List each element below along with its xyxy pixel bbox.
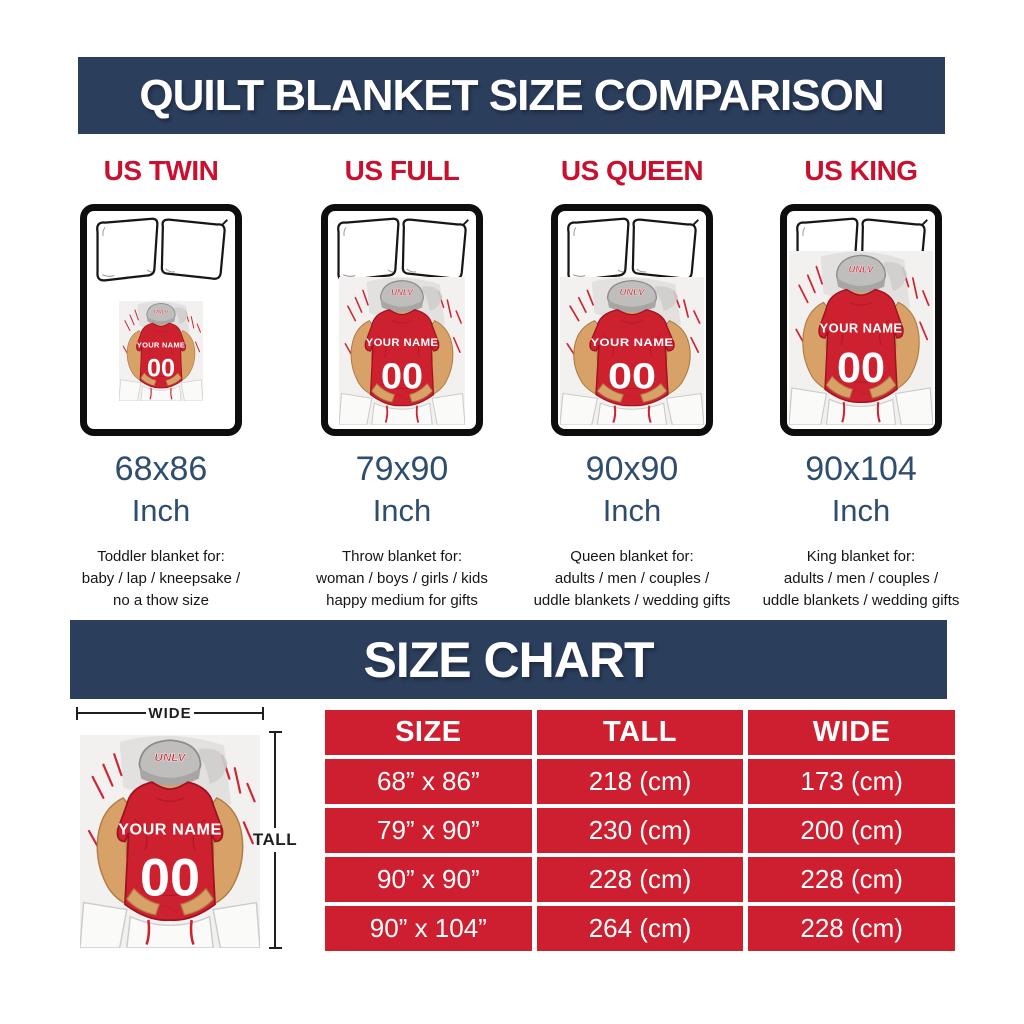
measure-tick [268,731,282,733]
size-unit: Inch [831,493,891,528]
size-dimensions: 90x90 [585,450,679,488]
measure-line [78,712,147,714]
table-cell: 200 (cm) [748,808,955,853]
table-cell: 90” x 104” [325,906,532,951]
size-description: Queen blanket for: adults / men / couple… [534,546,731,611]
table-header-wide: WIDE [748,710,955,755]
measure-tick [262,706,265,720]
measure-line [193,712,263,714]
size-dimensions: 79x90 [355,450,449,488]
table-cell: 228 (cm) [748,906,955,951]
table-header-size: SIZE [325,710,532,755]
table-cell: 90” x 90” [325,857,532,902]
size-column-queen: US QUEEN 90x90 Inch Queen blanket for: a… [507,155,757,611]
size-column-full: US FULL 79x90 Inch Throw blanket for: wo… [277,155,527,611]
pillows-illustration [567,217,700,282]
tall-measure-line: TALL [252,731,298,949]
description-line: Queen blanket for: [570,548,694,565]
bed-illustration [780,204,942,436]
size-column-label: US TWIN [103,155,219,186]
measure-tick [76,706,78,720]
size-chart-table: SIZE TALL WIDE 68” x 86” 218 (cm) 173 (c… [325,710,955,951]
size-description: Throw blanket for: woman / boys / girls … [316,546,488,611]
description-line: woman / boys / girls / kids [316,569,488,587]
description-line: no a thow size [113,591,209,609]
size-column-label: US KING [804,155,918,186]
measure-line [274,733,276,828]
size-unit: Inch [602,493,662,528]
size-dimensions: 68x86 [114,450,208,488]
bed-illustration [321,204,483,436]
table-cell: 264 (cm) [536,906,744,951]
table-cell: 68” x 86” [325,759,532,804]
size-chart-banner: SIZE CHART [70,620,947,699]
jersey-illustration [789,251,933,425]
size-description: Toddler blanket for: baby / lap / kneeps… [82,546,240,611]
header-banner: QUILT BLANKET SIZE COMPARISON [78,57,945,134]
page-title: QUILT BLANKET SIZE COMPARISON [139,70,884,120]
size-column-king: US KING 90x104 Inch King blanket for: ad… [736,155,986,611]
measure-line [274,852,276,947]
measure-tick [268,947,282,949]
bed-illustration [80,204,242,436]
size-column-twin: US TWIN 68x86 Inch Toddler blanket for: … [36,155,286,611]
table-cell: 173 (cm) [748,759,955,804]
description-line: adults / men / couples / [783,569,939,587]
pillows-illustration [96,217,229,282]
table-cell: 228 (cm) [748,857,955,902]
description-line: Throw blanket for: [341,548,463,565]
jersey-illustration-large [80,735,260,948]
description-line: happy medium for gifts [326,591,478,609]
pillows-illustration [337,217,470,282]
size-chart-title: SIZE CHART [363,631,655,688]
table-cell: 228 (cm) [536,857,744,902]
size-column-label: US FULL [344,155,460,186]
size-column-label: US QUEEN [560,155,704,186]
wide-measure-line: WIDE [76,704,265,722]
jersey-illustration [339,277,465,425]
table-cell: 230 (cm) [536,808,744,853]
jersey-illustration [119,301,203,401]
size-unit: Inch [372,493,432,528]
size-unit: Inch [131,493,191,528]
wide-label: WIDE [148,704,192,722]
table-cell: 218 (cm) [536,759,744,804]
size-description: King blanket for: adults / men / couples… [763,546,960,611]
tall-label: TALL [252,830,298,849]
table-cell: 79” x 90” [325,808,532,853]
description-line: uddle blankets / wedding gifts [762,591,960,609]
description-line: uddle blankets / wedding gifts [533,591,731,609]
description-line: Toddler blanket for: [97,548,225,565]
jersey-illustration [560,277,704,425]
size-dimensions: 90x104 [805,450,917,488]
description-line: adults / men / couples / [554,569,710,587]
description-line: baby / lap / kneepsake / [81,569,241,587]
table-header-tall: TALL [536,710,744,755]
description-line: King blanket for: [806,548,916,565]
bed-illustration [551,204,713,436]
